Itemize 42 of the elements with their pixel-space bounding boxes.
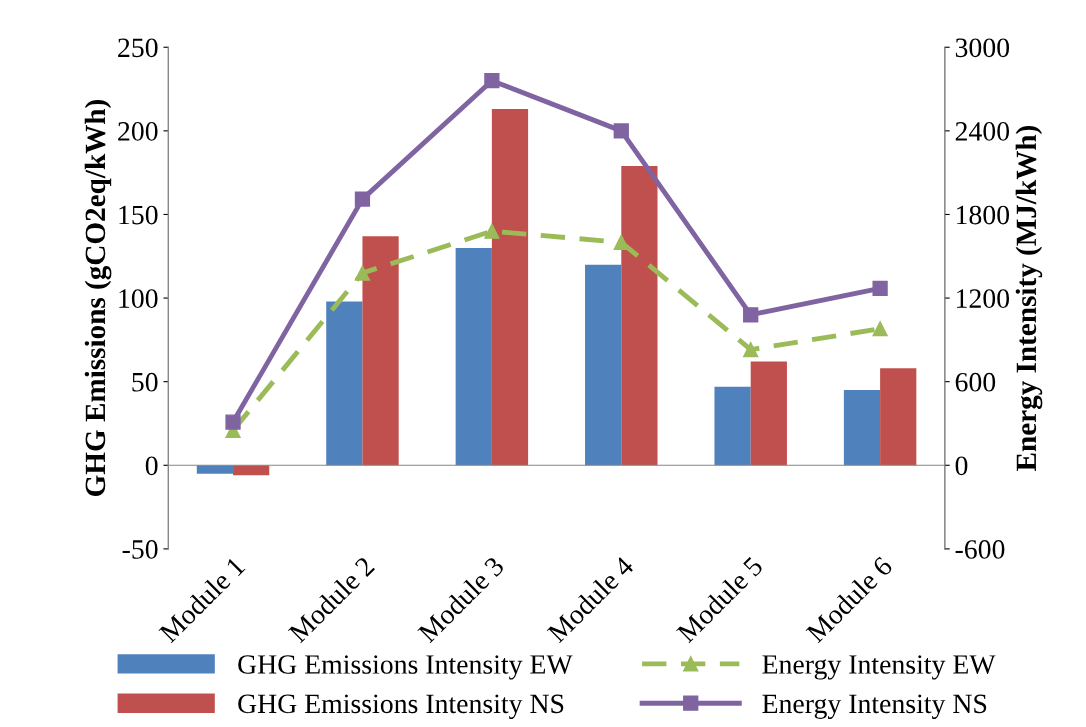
point	[743, 341, 759, 358]
y-tick-label: 50	[132, 372, 158, 392]
bar	[455, 247, 492, 466]
point	[354, 265, 371, 281]
point	[354, 191, 371, 207]
bar	[362, 236, 399, 466]
point	[872, 321, 888, 337]
point	[484, 223, 500, 239]
y-tick-label: 150	[119, 205, 158, 225]
point	[743, 307, 759, 323]
bar	[491, 109, 529, 466]
y2-tick-label: 1800	[956, 205, 1010, 225]
point	[225, 414, 241, 430]
y-axis-title: GHG Emissions (gCO2eq/kWh)	[84, 100, 112, 496]
y-tick-label: 250	[118, 38, 158, 58]
point	[613, 234, 629, 250]
bar	[714, 386, 751, 466]
y2-tick-label: -600	[955, 540, 1005, 559]
y-tick-label: 200	[118, 122, 158, 141]
y-tick-label: 0	[145, 456, 158, 476]
y-tick-label: 100	[119, 289, 158, 308]
bar	[196, 465, 234, 474]
y2-tick-label: 600	[955, 372, 996, 392]
y-tick-label: -50	[122, 540, 158, 559]
bar	[326, 301, 363, 466]
legend-label: Energy Intensity EW	[762, 655, 996, 680]
bar	[880, 368, 917, 466]
bar	[585, 264, 622, 466]
point	[613, 123, 629, 139]
y2-axis-title: Energy Intensity (MJ/kWh)	[1015, 125, 1043, 471]
point	[872, 280, 888, 296]
legend-label: GHG Emissions Intensity NS	[238, 694, 564, 719]
y2-tick-label: 1200	[956, 289, 1010, 308]
point	[484, 73, 500, 89]
bar	[750, 361, 787, 466]
y2-tick-label: 0	[955, 456, 968, 476]
bar	[621, 165, 658, 466]
y2-tick-label: 2400	[955, 122, 1010, 141]
bar	[843, 390, 881, 466]
legend-label: Energy Intensity NS	[762, 694, 987, 719]
y2-tick-label: 3000	[955, 38, 1010, 58]
legend-label: GHG Emissions Intensity EW	[238, 655, 573, 680]
